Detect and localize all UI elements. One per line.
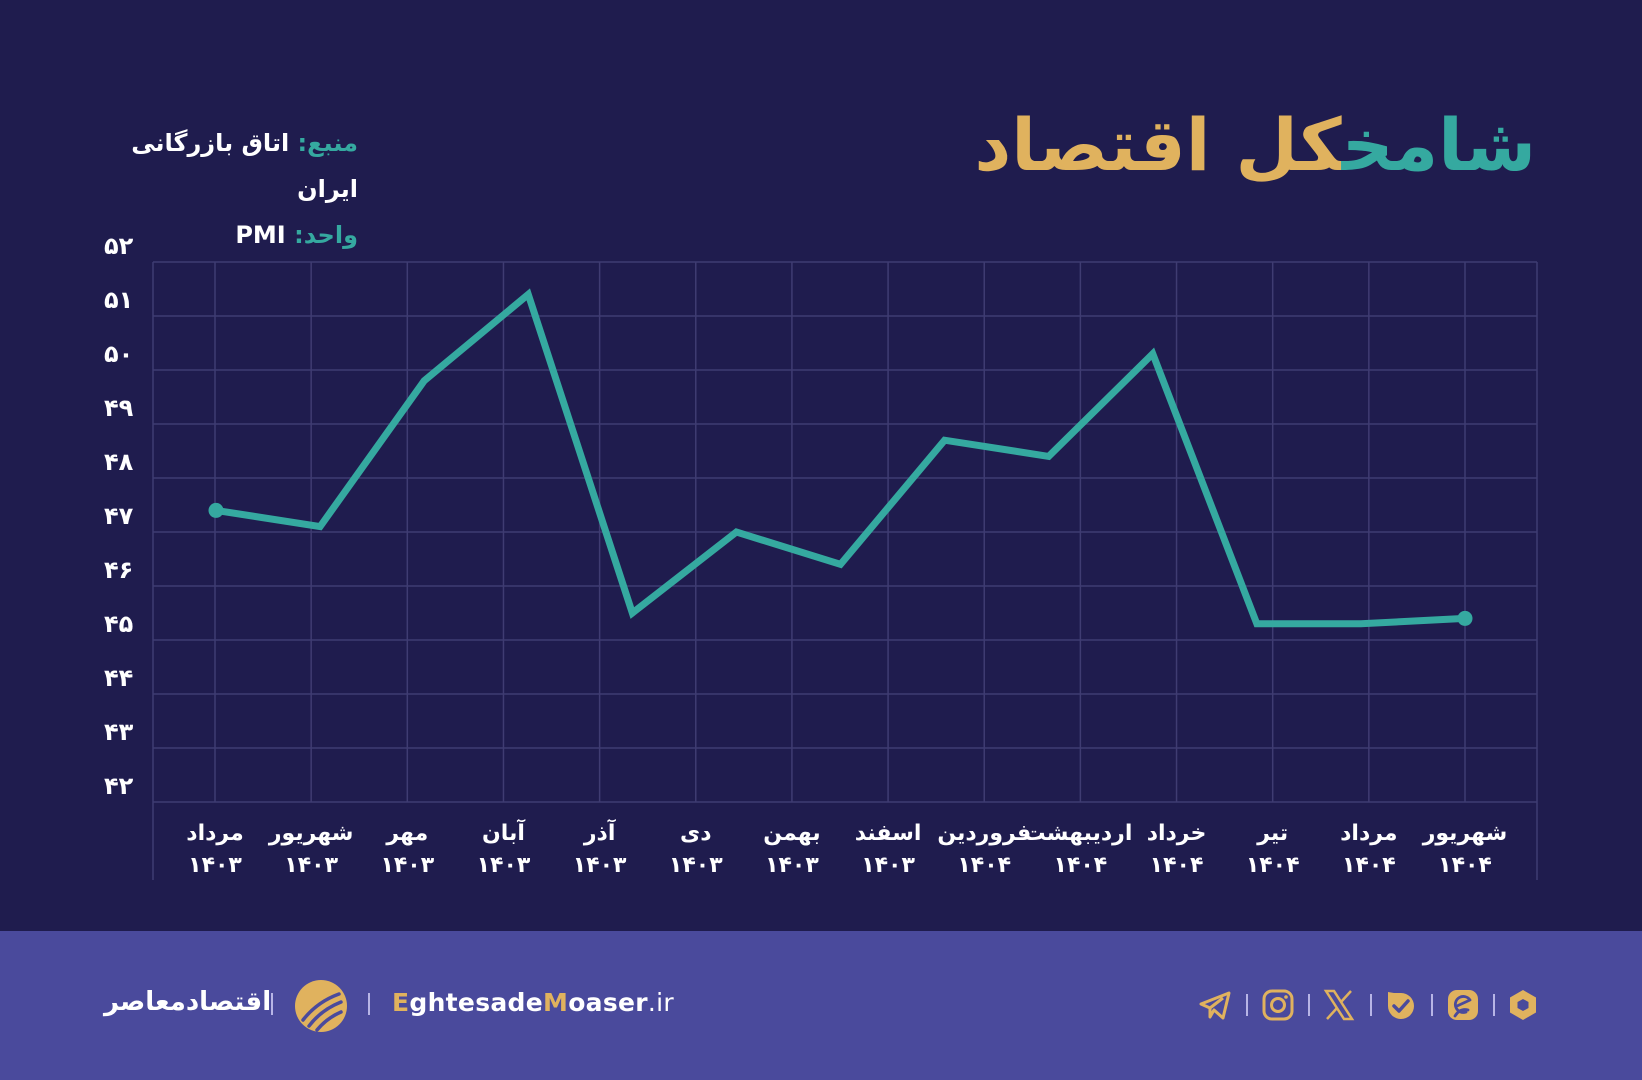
x-tick-label: آذر ۱۴۰۳ [572, 821, 627, 878]
chart-plot-area [152, 261, 1538, 880]
divider [368, 993, 370, 1015]
x-tick-label: مهر ۱۴۰۳ [380, 821, 435, 878]
x-tick-label: اردیبهشت ۱۴۰۴ [1023, 821, 1133, 878]
x-tick-label: خرداد ۱۴۰۴ [1146, 821, 1207, 878]
divider [1431, 994, 1433, 1016]
y-tick-label: ۵۰ [104, 340, 134, 368]
x-tick-label: دی ۱۴۰۳ [668, 821, 723, 878]
y-tick-label: ۴۴ [104, 664, 134, 692]
x-tick-label: شهریور ۱۴۰۴ [1422, 821, 1508, 878]
y-tick-label: ۴۵ [104, 610, 134, 638]
x-tick-label: آبان ۱۴۰۳ [476, 821, 531, 878]
divider [1308, 994, 1310, 1016]
endpoint-marker [1457, 610, 1473, 626]
brand-logo-icon [295, 980, 347, 1032]
series-line [215, 288, 1466, 628]
y-tick-label: ۴۹ [104, 394, 134, 422]
source-line: منبع: اتاق بازرگانی ایران [100, 120, 358, 212]
endpoint-marker [208, 502, 224, 518]
bale-icon[interactable] [1384, 988, 1418, 1022]
divider [1370, 994, 1372, 1016]
line-chart: ۵۲ ۵۱ ۵۰ ۴۹ ۴۸ ۴۷ ۴۶ ۴۵ ۴۴ ۴۳ ۴۲ مرداد ۱۴۰۳ شهریور ۱۴… [104, 232, 1538, 880]
website-link[interactable]: EghtesadeMoaser.ir [392, 988, 674, 1017]
divider [1246, 994, 1248, 1016]
x-tick-label: مرداد ۱۴۰۳ [186, 821, 244, 878]
title-part2: کل اقتصاد [974, 103, 1343, 187]
x-tick-label: بهمن ۱۴۰۳ [763, 821, 821, 878]
telegram-icon[interactable] [1198, 988, 1232, 1022]
hexagon-logo-icon[interactable] [1506, 988, 1540, 1022]
chart-meta: منبع: اتاق بازرگانی ایران واحد: PMI [100, 120, 358, 258]
footer [0, 931, 1642, 1080]
y-tick-label: ۵۱ [104, 286, 134, 314]
page-title: شامخکل اقتصاد [974, 100, 1538, 190]
instagram-icon[interactable] [1261, 988, 1295, 1022]
x-tick-label: تیر ۱۴۰۴ [1245, 821, 1300, 878]
unit-line: واحد: PMI [100, 212, 358, 258]
x-tick-label: شهریور ۱۴۰۳ [268, 821, 354, 878]
x-tick-label: مرداد ۱۴۰۴ [1340, 821, 1398, 878]
divider [271, 993, 273, 1015]
y-tick-label: ۴۲ [104, 772, 134, 800]
y-tick-label: ۵۲ [104, 232, 134, 260]
y-tick-label: ۴۶ [104, 556, 134, 584]
unit-value: PMI [235, 221, 286, 249]
x-icon[interactable] [1322, 988, 1356, 1022]
title-part1: شامخ [1341, 103, 1538, 187]
y-tick-label: ۴۷ [104, 502, 134, 530]
source-label: منبع: [297, 129, 358, 157]
x-tick-label: فروردین ۱۴۰۴ [937, 821, 1032, 878]
source-value: اتاق بازرگانی ایران [131, 129, 358, 203]
divider [1493, 994, 1495, 1016]
x-tick-label: اسفند ۱۴۰۳ [854, 821, 922, 878]
y-tick-label: ۴۳ [104, 718, 134, 746]
eitaa-icon[interactable] [1446, 988, 1480, 1022]
y-tick-label: ۴۸ [104, 448, 134, 476]
brand-name: اقتصادمعاصر [104, 987, 272, 1017]
unit-label: واحد: [294, 221, 358, 249]
